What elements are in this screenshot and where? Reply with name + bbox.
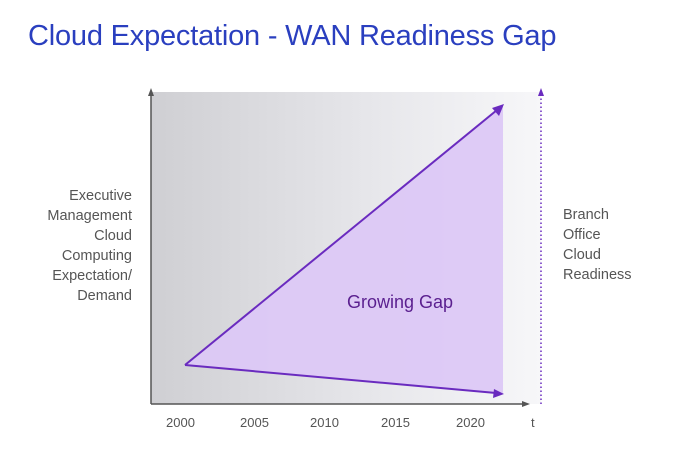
readiness-arrow <box>493 389 504 398</box>
left-axis-label: Executive Management Cloud Computing Exp… <box>20 186 132 306</box>
x-tick-label: 2015 <box>381 415 410 430</box>
left-axis-label-line: Management <box>47 208 132 224</box>
slide-title: Cloud Expectation - WAN Readiness Gap <box>28 20 557 52</box>
right-axis-arrow <box>538 88 544 96</box>
left-axis-label-line: Cloud <box>94 228 132 244</box>
gap-region <box>185 105 503 394</box>
left-axis-label-line: Computing <box>61 248 132 264</box>
x-tick-label: 2010 <box>310 415 339 430</box>
x-axis-symbol: t <box>531 415 535 430</box>
x-tick-label: 2005 <box>240 415 269 430</box>
right-axis-label-line: Branch <box>563 207 609 223</box>
right-axis-label-line: Office <box>563 227 601 243</box>
gap-label: Growing Gap <box>347 292 453 312</box>
expectation-line <box>184 109 498 366</box>
expectation-arrow <box>492 104 504 116</box>
right-axis-label-line: Cloud <box>563 247 601 263</box>
left-axis-label-line: Expectation/ <box>52 268 132 284</box>
left-axis-label-line: Executive <box>69 188 132 204</box>
left-axis-label-line: Demand <box>77 288 132 304</box>
x-axis-arrow <box>522 401 530 407</box>
x-tick-label: 2000 <box>166 415 195 430</box>
x-tick-label: 2020 <box>456 415 485 430</box>
left-axis-arrow <box>148 88 154 96</box>
readiness-line <box>184 364 497 394</box>
right-axis-label-line: Readiness <box>563 267 632 283</box>
right-axis-label: Branch Office Cloud Readiness <box>563 205 632 285</box>
